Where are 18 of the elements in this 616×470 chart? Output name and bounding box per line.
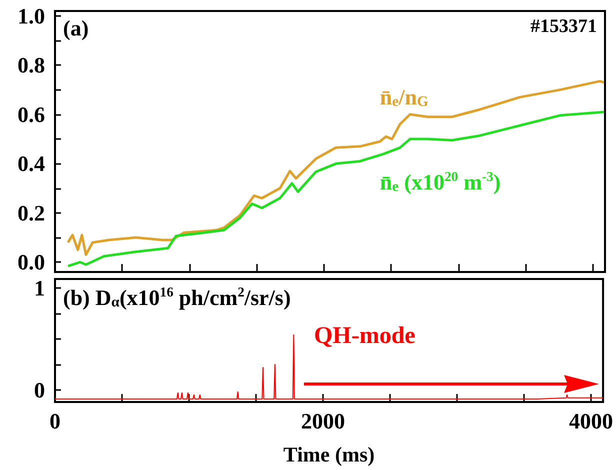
x-tick-label: 4000 xyxy=(569,408,613,434)
x-axis-title: Time (ms) xyxy=(283,442,375,466)
y-tick-label: 1 xyxy=(34,276,45,301)
y-tick-label: 1.0 xyxy=(18,3,45,28)
line-series xyxy=(66,110,606,268)
y-tick-label: 0.4 xyxy=(18,151,45,176)
annotation: (a) xyxy=(63,16,89,40)
y-tick-label: 0.2 xyxy=(18,200,45,226)
x-tick-label: 0 xyxy=(50,408,60,434)
annotation: QH-mode xyxy=(314,323,416,349)
y-tick-label: 0 xyxy=(34,377,45,402)
y-tick-label: 0.8 xyxy=(18,52,45,78)
y-tick-label: 0.6 xyxy=(18,102,45,127)
line-series xyxy=(66,80,606,256)
x-tick-label: 2000 xyxy=(301,408,345,434)
series-label: n̄e/nG xyxy=(380,84,428,110)
y-tick-label: 0.0 xyxy=(18,250,45,275)
annotation: #153371 xyxy=(530,16,597,37)
